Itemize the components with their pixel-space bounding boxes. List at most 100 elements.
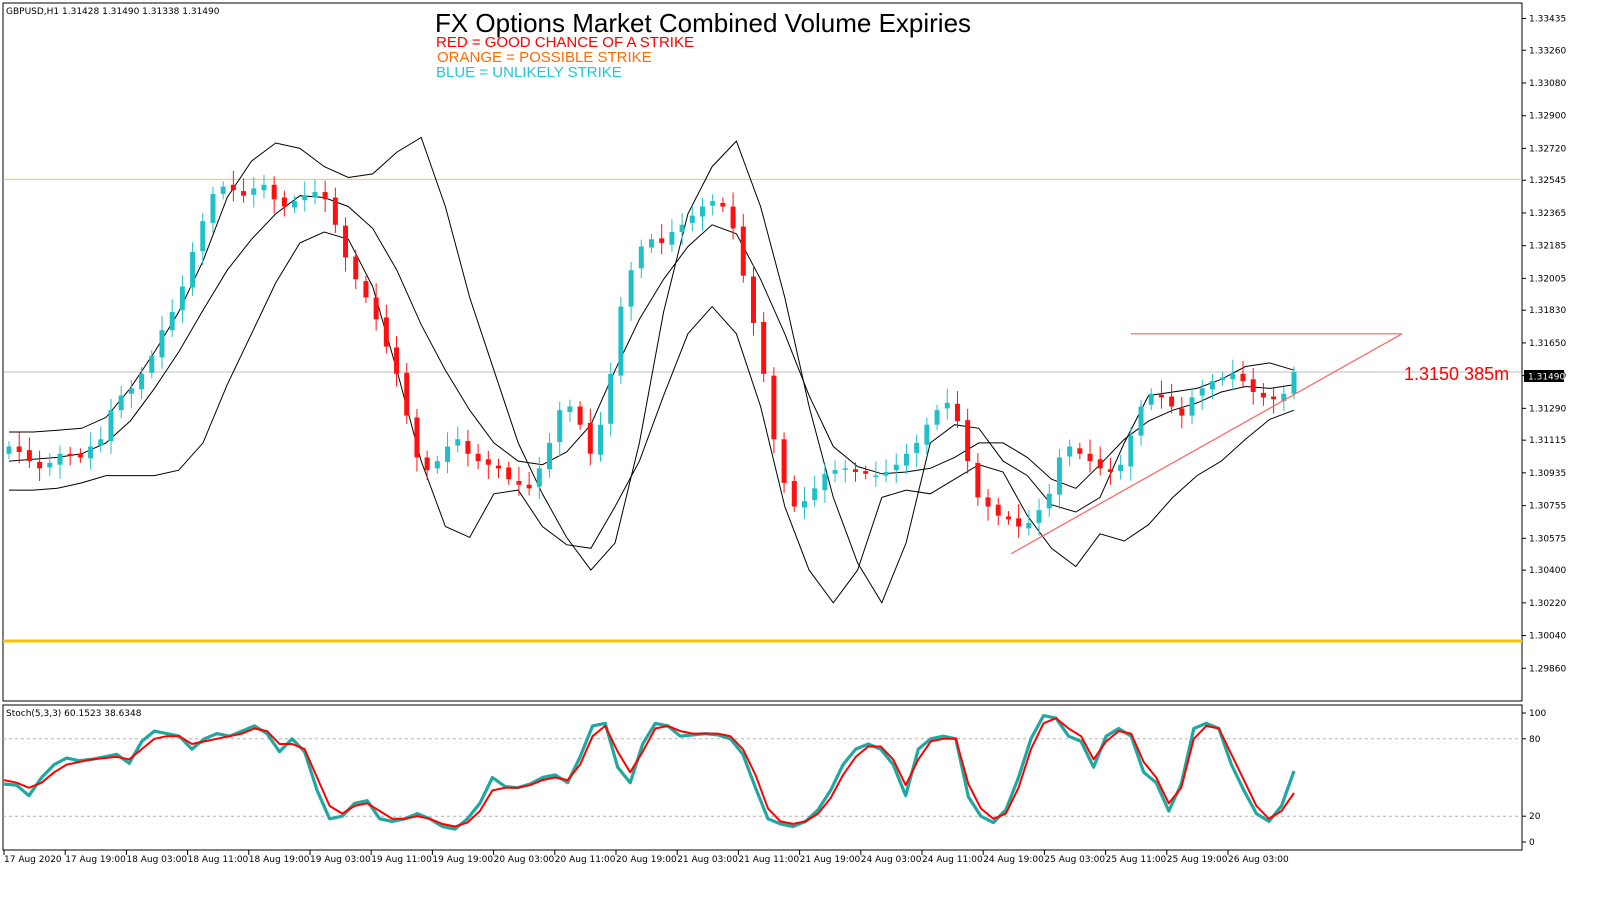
candle-body [26,450,32,462]
legend-orange: ORANGE = POSSIBLE STRIKE [437,49,652,66]
candle-body [801,501,807,508]
candle-body [689,215,695,223]
candle-body [88,446,94,459]
candle-body [1036,510,1042,523]
price-tick-label: 1.30575 [1529,534,1566,544]
candle-body [1291,371,1297,394]
price-tick-label: 1.32545 [1529,176,1566,186]
candle-body [475,453,481,462]
candle-body [1097,459,1103,469]
candle-body [179,286,185,311]
oscillator-lines [3,714,1296,831]
candle-body [873,475,879,478]
candle-body [720,202,726,207]
time-tick-label: 20 Aug 11:00 [555,855,616,865]
candle-body [322,192,328,200]
price-tick-label: 1.32365 [1529,209,1566,219]
candle-body [1148,393,1154,405]
candle-body [954,403,960,422]
current-price-tag: 1.31490 [1524,370,1565,383]
candle-body [822,473,828,491]
candle-body [312,192,318,198]
candle-body [1107,469,1113,472]
candle-body [852,469,858,472]
candle-body [424,457,430,471]
candle-body [343,225,349,258]
candle-body [924,424,930,445]
current-price-label: 1.31490 [1528,373,1565,383]
candle-body [1067,446,1073,457]
time-tick-label: 24 Aug 03:00 [861,855,922,865]
candle-body [47,462,53,468]
candle-body [781,439,787,483]
price-tick-label: 1.31650 [1529,339,1566,349]
candle-body [649,239,654,248]
price-axis: 1.33435 1.33260 1.33080 1.32900 1.32720 1.325… [1522,14,1566,674]
candle-body [740,226,746,276]
oscillator-axis: 100 80 20 0 [3,709,1546,848]
candle-body [496,465,502,469]
candle-body [139,373,145,390]
candle-body [485,459,491,465]
time-tick-label: 21 Aug 03:00 [677,855,738,865]
candle-body [628,270,634,307]
candle-body [332,197,338,225]
candle-body [679,224,685,233]
candle-body [710,201,716,206]
price-tick-label: 1.31290 [1529,404,1566,414]
upper-band-line [9,136,1295,604]
candle-body [842,468,848,470]
candle-body [669,232,675,245]
candle-body [455,439,461,446]
candle-body [118,395,124,411]
time-tick-label: 24 Aug 11:00 [922,855,983,865]
candle-body [1220,377,1226,381]
candle-body [608,373,614,424]
candle-body [271,184,277,200]
candle-body [1169,396,1175,407]
price-tick-label: 1.30755 [1529,502,1566,512]
candle-body [526,484,532,489]
candle-body [944,402,950,409]
support-trendline [1010,333,1403,555]
candle-body [98,439,104,446]
time-tick-label: 21 Aug 19:00 [800,855,861,865]
candle-body [230,184,236,191]
candle-body [37,461,43,469]
oscillator-tick-label: 80 [1529,735,1541,745]
price-tick-label: 1.30220 [1529,599,1566,609]
candle-body [220,186,226,194]
candle-body [414,417,420,458]
price-tick-label: 1.30400 [1529,566,1566,576]
candle-body [893,464,899,471]
candle-body [903,453,909,466]
candle-body [914,442,920,453]
candle-body [16,446,22,452]
candle-body [159,330,165,358]
candle-body [169,312,175,331]
candle-body [1240,373,1246,382]
candle-body [659,238,665,243]
time-tick-label: 18 Aug 03:00 [126,855,187,865]
candlestick-series [6,170,1297,538]
candle-body [985,497,991,507]
candle-body [1005,516,1011,520]
oscillator-tick-label: 0 [1529,838,1535,848]
candle-body [771,375,777,440]
candle-body [598,424,604,455]
time-tick-label: 21 Aug 11:00 [738,855,799,865]
price-tick-label: 1.30935 [1529,469,1566,479]
candle-body [251,188,257,195]
candle-body [1138,406,1144,436]
oscillator-tick-label: 100 [1529,709,1546,719]
candle-body [699,206,705,217]
candle-body [353,256,359,280]
chart-title: FX Options Market Combined Volume Expiri… [435,8,971,38]
candle-body [812,488,818,501]
candle-body [241,191,247,196]
time-tick-label: 17 Aug 2020 [4,855,62,865]
candle-body [965,420,971,462]
candle-body [57,453,63,465]
price-tick-label: 1.32185 [1529,242,1566,252]
